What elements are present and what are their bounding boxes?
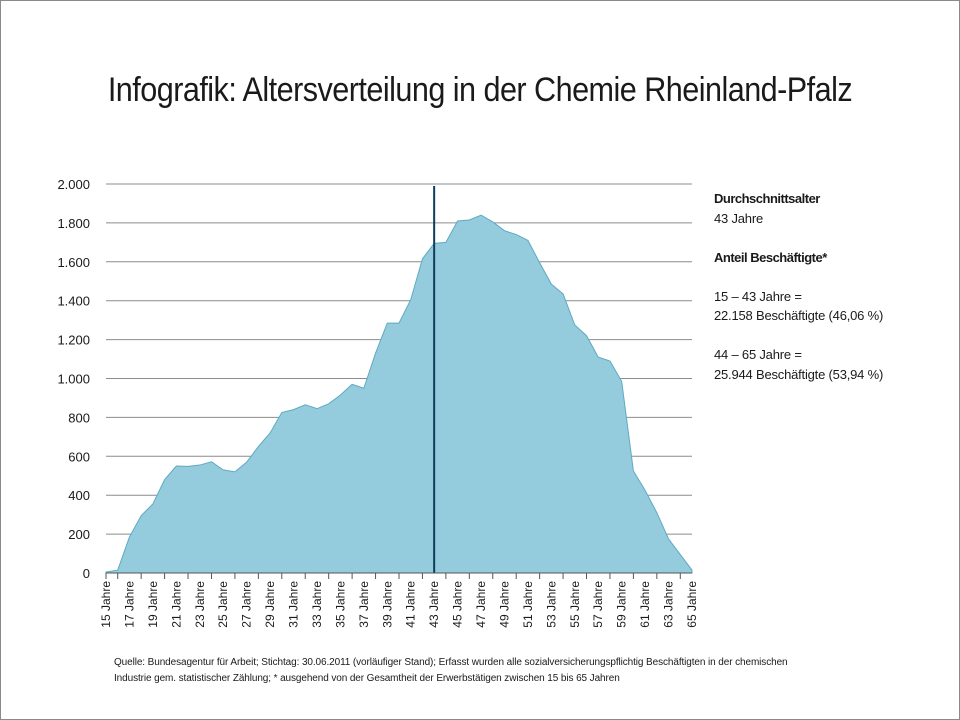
- axes: [105, 572, 692, 579]
- y-tick-label: 600: [68, 449, 90, 464]
- y-tick-label: 1.000: [57, 372, 90, 387]
- x-tick-label: 27 Jahre: [240, 581, 254, 628]
- employee-share-heading: Anteil Beschäftigte*: [714, 249, 827, 265]
- source-line-2: Industrie gem. statistischer Zählung; * …: [114, 673, 620, 684]
- y-tick-label: 800: [68, 410, 90, 425]
- x-tick-label: 53 Jahre: [544, 581, 558, 628]
- x-tick-label: 49 Jahre: [497, 581, 511, 628]
- y-tick-label: 1.200: [57, 333, 90, 348]
- x-tick-label: 15 Jahre: [99, 581, 113, 628]
- x-tick-labels: 15 Jahre 17 Jahre 19 Jahre 21 Jahre 23 Jahre…: [99, 581, 699, 628]
- x-tick-label: 41 Jahre: [404, 581, 418, 628]
- y-tick-label: 1.800: [57, 216, 90, 231]
- x-tick-label: 35 Jahre: [333, 581, 347, 628]
- area-series: [105, 214, 693, 574]
- x-tick-label: 59 Jahre: [615, 581, 629, 628]
- x-tick-label: 21 Jahre: [169, 581, 183, 628]
- average-age-heading: Durchschnittsalter: [714, 191, 820, 206]
- y-tick-label: 200: [68, 527, 90, 542]
- x-tick-label: 17 Jahre: [122, 581, 136, 628]
- x-tick-label: 45 Jahre: [451, 581, 465, 628]
- group1-detail: 22.158 Beschäftigte (46,06 %): [714, 308, 884, 323]
- group2-detail: 25.944 Beschäftigte (53,94 %): [714, 366, 884, 382]
- source-line-1: Quelle: Bundesagentur für Arbeit; Sticht…: [114, 657, 788, 668]
- y-tick-label: 1.600: [57, 255, 90, 270]
- x-tick-label: 63 Jahre: [662, 581, 676, 628]
- x-tick-label: 33 Jahre: [310, 581, 324, 628]
- info-panel: Durchschnittsalter 43 Jahre Anteil Besch…: [714, 189, 954, 384]
- age-distribution-area: [105, 214, 693, 574]
- x-tick-label: 37 Jahre: [357, 581, 371, 628]
- group1-range: 15 – 43 Jahre =: [714, 288, 802, 304]
- x-tick-label: 31 Jahre: [287, 581, 301, 628]
- average-age-value: 43 Jahre: [714, 210, 763, 226]
- x-tick-label: 55 Jahre: [568, 581, 582, 628]
- x-tick-label: 29 Jahre: [263, 581, 277, 628]
- y-tick-label: 0: [83, 566, 90, 581]
- x-tick-label: 25 Jahre: [216, 581, 230, 628]
- x-tick-label: 47 Jahre: [474, 581, 488, 628]
- x-tick-label: 57 Jahre: [591, 581, 605, 628]
- y-tick-labels: 0 200 400 600 800 1.000 1.200 1.400 1.600 1.800 2.…: [57, 177, 90, 581]
- x-tick-label: 51 Jahre: [521, 581, 535, 628]
- x-tick-label: 65 Jahre: [685, 581, 699, 628]
- x-tick-label: 19 Jahre: [146, 581, 160, 628]
- group2-range: 44 – 65 Jahre =: [714, 347, 802, 362]
- y-tick-label: 1.400: [57, 294, 90, 309]
- chart-title: Infografik: Altersverteilung in der Chem…: [107, 71, 853, 109]
- x-tick-label: 39 Jahre: [380, 581, 394, 628]
- source-note: Quelle: Bundesagentur für Arbeit; Sticht…: [114, 655, 894, 687]
- x-tick-label: 43 Jahre: [427, 581, 441, 628]
- x-tick-label: 61 Jahre: [638, 581, 652, 628]
- y-tick-label: 400: [68, 488, 90, 503]
- x-tick-label: 23 Jahre: [193, 581, 207, 628]
- y-tick-label: 2.000: [57, 177, 90, 192]
